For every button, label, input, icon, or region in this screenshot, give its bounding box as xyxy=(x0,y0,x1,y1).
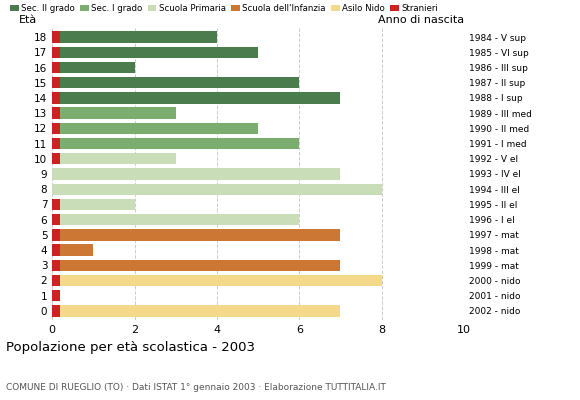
Bar xyxy=(52,108,176,119)
Bar xyxy=(52,214,60,225)
Bar xyxy=(52,290,60,301)
Bar xyxy=(52,62,60,73)
Bar xyxy=(52,62,135,73)
Bar xyxy=(52,214,299,225)
Text: Popolazione per età scolastica - 2003: Popolazione per età scolastica - 2003 xyxy=(6,341,255,354)
Bar xyxy=(52,168,340,180)
Text: COMUNE DI RUEGLIO (TO) · Dati ISTAT 1° gennaio 2003 · Elaborazione TUTTITALIA.IT: COMUNE DI RUEGLIO (TO) · Dati ISTAT 1° g… xyxy=(6,383,386,392)
Bar xyxy=(52,260,60,271)
Bar xyxy=(52,47,258,58)
Bar xyxy=(52,199,135,210)
Bar xyxy=(52,244,93,256)
Bar xyxy=(52,229,340,240)
Bar xyxy=(52,77,299,88)
Bar xyxy=(52,153,60,164)
Bar xyxy=(52,275,382,286)
Bar xyxy=(52,32,217,43)
Bar xyxy=(52,153,176,164)
Bar xyxy=(52,199,60,210)
Bar xyxy=(52,244,60,256)
Text: Anno di nascita: Anno di nascita xyxy=(378,15,464,25)
Bar xyxy=(52,275,60,286)
Bar xyxy=(52,47,60,58)
Bar xyxy=(52,260,340,271)
Bar xyxy=(52,77,60,88)
Bar xyxy=(52,138,299,149)
Bar xyxy=(52,305,340,316)
Bar xyxy=(52,184,382,195)
Bar xyxy=(52,123,60,134)
Text: Età: Età xyxy=(19,15,38,25)
Bar xyxy=(52,138,60,149)
Bar xyxy=(52,108,60,119)
Bar xyxy=(52,92,340,104)
Bar xyxy=(52,229,60,240)
Legend: Sec. II grado, Sec. I grado, Scuola Primaria, Scuola dell'Infanzia, Asilo Nido, : Sec. II grado, Sec. I grado, Scuola Prim… xyxy=(10,4,438,13)
Bar xyxy=(52,92,60,104)
Bar xyxy=(52,32,60,43)
Bar xyxy=(52,123,258,134)
Bar xyxy=(52,305,60,316)
